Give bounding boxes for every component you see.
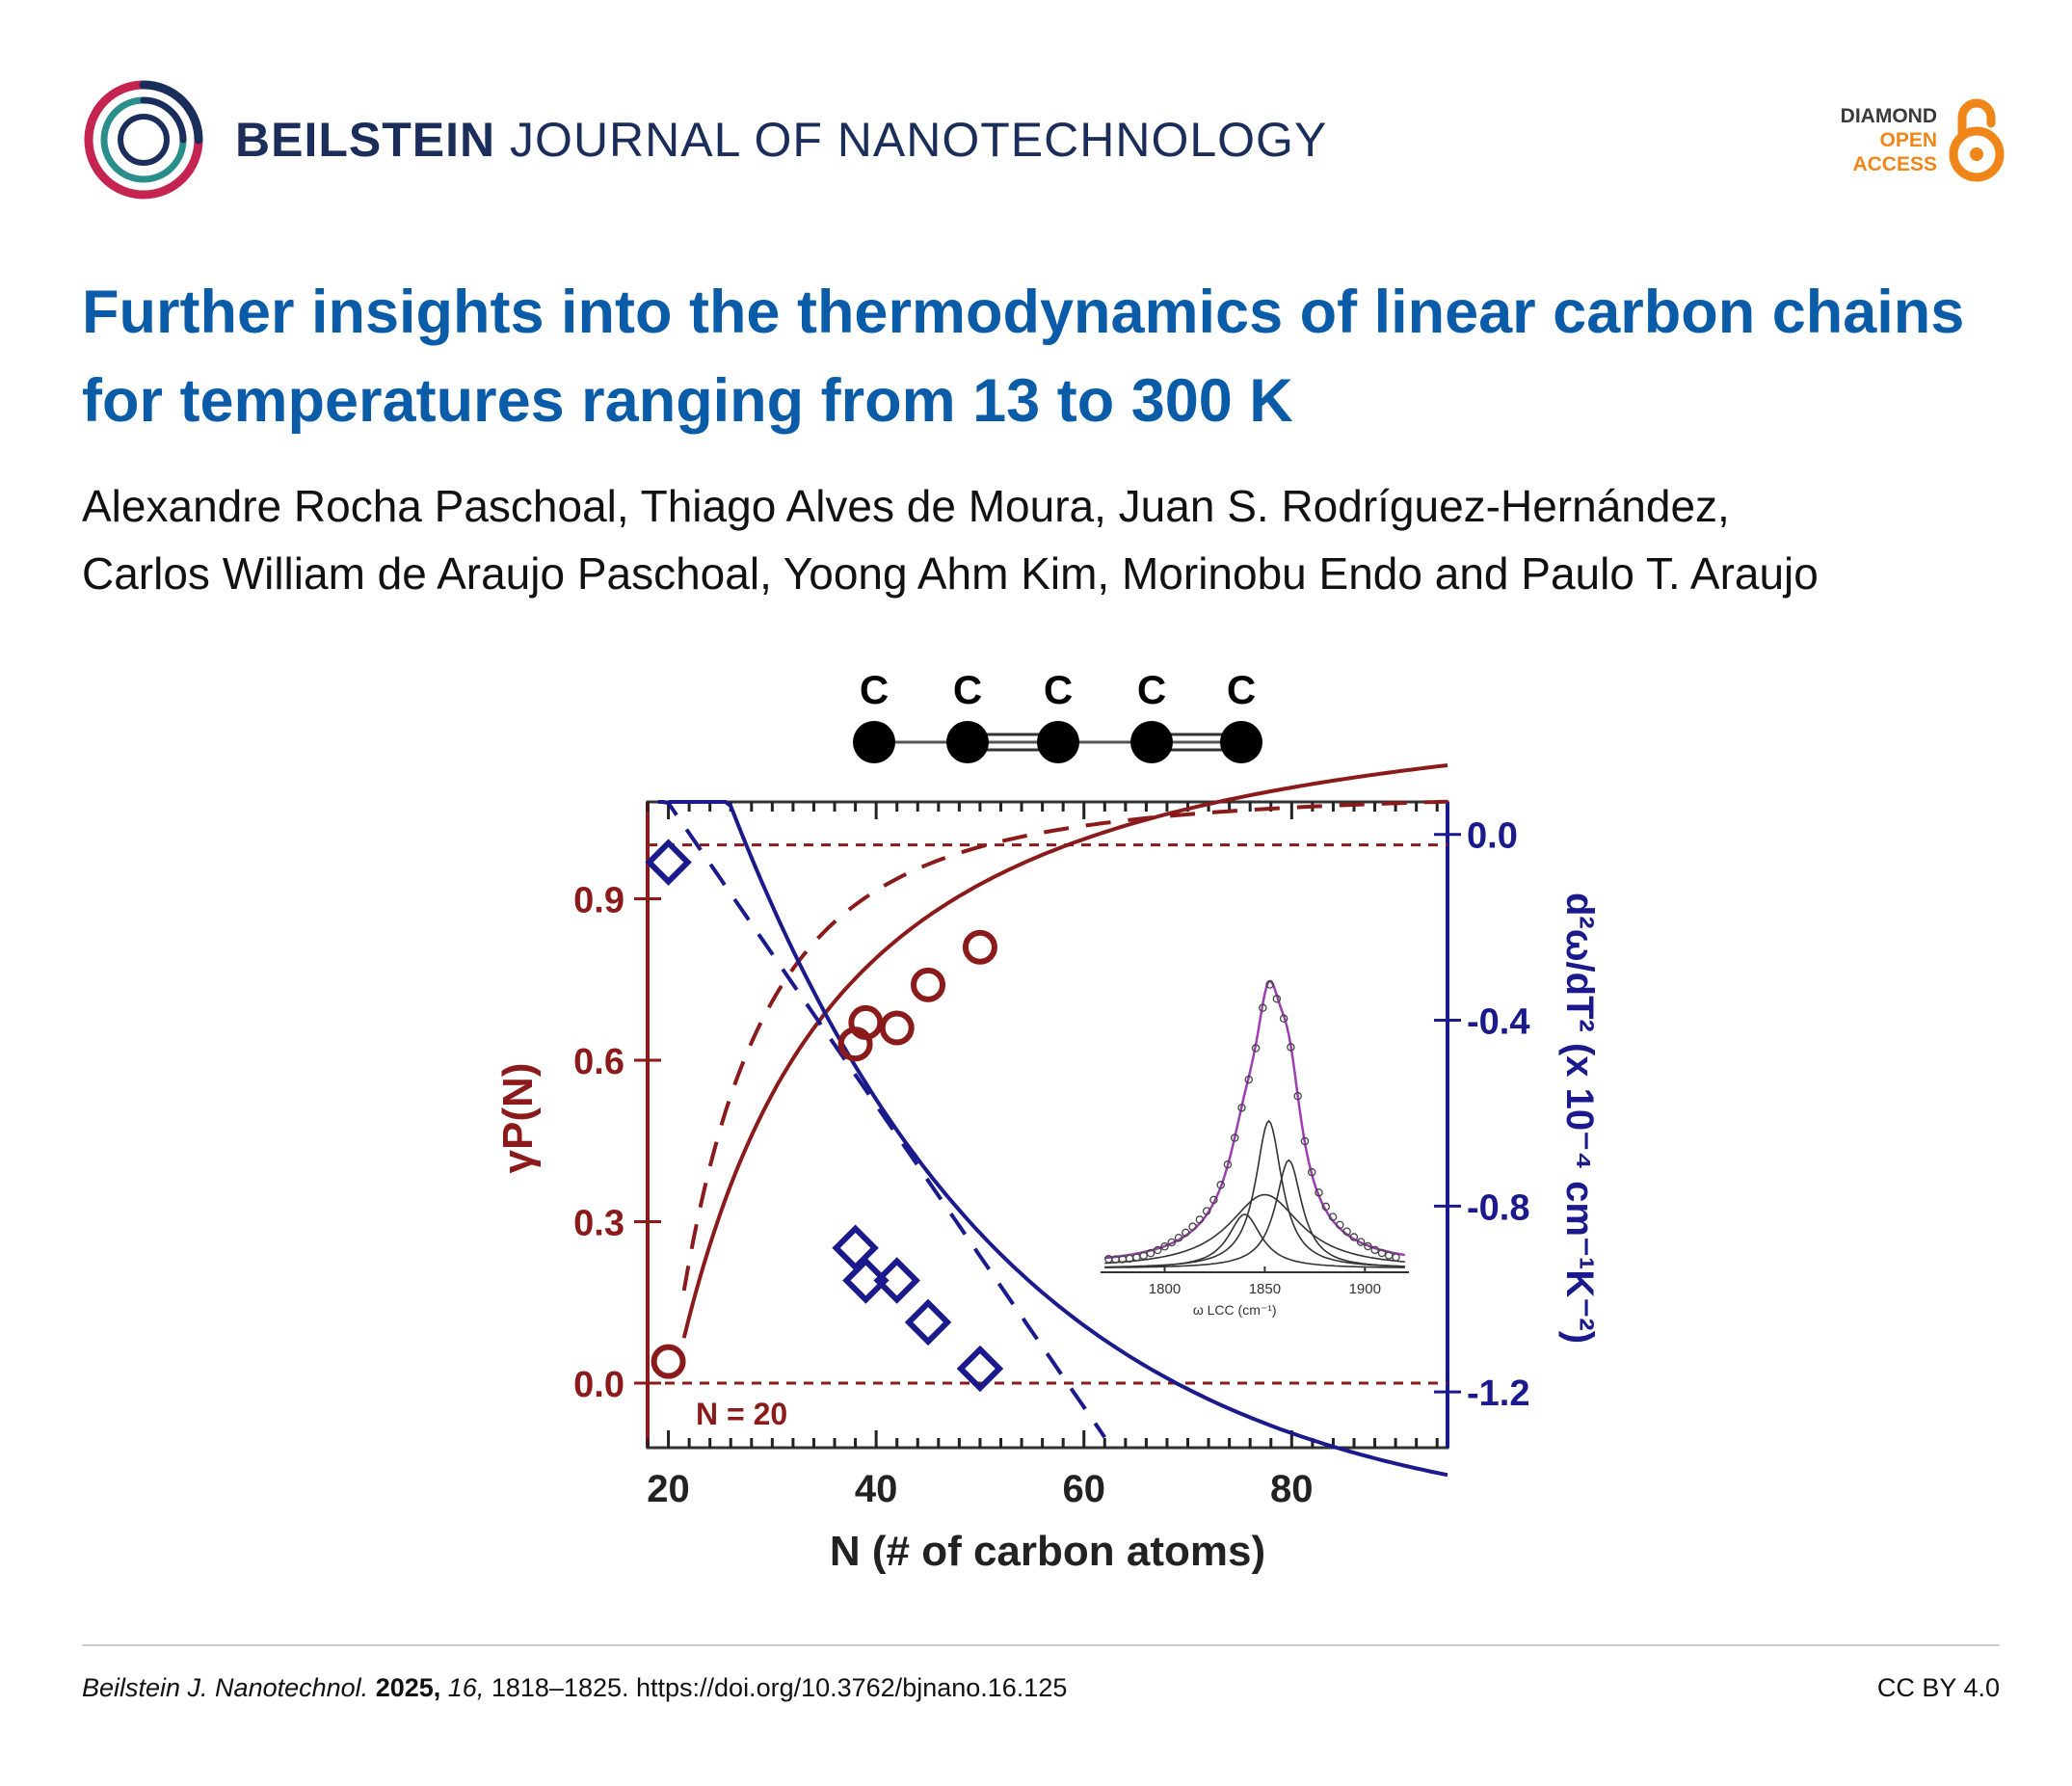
inset-data-point	[1237, 1104, 1246, 1112]
carbon-atom-label: C	[1137, 667, 1166, 712]
inset-data-point	[1146, 1248, 1156, 1258]
inset-data-point	[1377, 1248, 1387, 1258]
fit-curve-gamma-solid	[681, 763, 1448, 1339]
carbon-atom-label: C	[1227, 667, 1256, 712]
carbon-atom	[946, 721, 989, 763]
y-right-tick-label: -1.2	[1467, 1373, 1529, 1414]
inset-data-point	[1287, 1043, 1295, 1052]
inset-data-point	[1132, 1253, 1141, 1262]
inset-data-point	[1160, 1242, 1169, 1251]
inset-component-peak	[1104, 1159, 1405, 1268]
data-point-gamma	[911, 967, 946, 1002]
data-point-d2w	[832, 1224, 879, 1271]
y-left-tick-label: 0.3	[573, 1204, 624, 1244]
inset-data-point	[1188, 1222, 1197, 1231]
license-label: CC BY 4.0	[1876, 1673, 2000, 1702]
data-point-gamma	[962, 929, 997, 965]
inset-data-point	[1307, 1167, 1316, 1177]
data-point-d2w	[956, 1345, 1004, 1393]
data-point-gamma	[848, 1004, 884, 1040]
inset-x-axis-label: ω LCC (cm⁻¹)	[1193, 1302, 1277, 1318]
inset-data-point	[1182, 1228, 1190, 1238]
data-point-d2w	[904, 1298, 952, 1346]
inset-data-point	[1328, 1213, 1338, 1221]
graphical-abstract-chart: C C C C C 20 40 60 80 0.0 0.3 0.6 0.9 0.0 -0.4 -0.8 -1.…	[494, 667, 1601, 1575]
y-left-axis-title: γP(N)	[494, 1063, 542, 1174]
y-right-tick-label: -0.4	[1467, 1002, 1529, 1043]
inset-data-point	[1349, 1233, 1359, 1241]
inset-data-point	[1251, 1044, 1261, 1053]
inset-data-point	[1300, 1136, 1310, 1146]
inset-data-point	[1342, 1227, 1351, 1236]
inset-data-point	[1336, 1220, 1344, 1230]
inset-data-point	[1209, 1195, 1218, 1205]
inset-data-point	[1244, 1075, 1254, 1084]
data-point-d2w	[842, 1257, 890, 1304]
data-point-gamma	[879, 1010, 915, 1046]
inset-data-point	[1139, 1251, 1148, 1260]
inset-data-point	[1153, 1245, 1162, 1255]
x-tick-label: 40	[855, 1468, 898, 1510]
beilstein-logo-icon	[84, 80, 203, 200]
inset-component-peak	[1104, 1119, 1405, 1268]
data-point-d2w	[645, 839, 692, 886]
inset-data-point	[1279, 1014, 1288, 1024]
inset-x-tick-label: 1900	[1349, 1281, 1381, 1297]
data-point-gamma	[651, 1344, 686, 1379]
inset-data-point	[1265, 980, 1274, 989]
fit-curve-d2w-dashed	[657, 800, 1106, 1439]
inset-data-point	[1230, 1133, 1239, 1142]
inset-data-point	[1195, 1215, 1205, 1224]
inset-data-point	[1174, 1233, 1183, 1242]
inset-data-point	[1364, 1241, 1372, 1251]
inset-x-tick-label: 1850	[1249, 1281, 1281, 1297]
data-point-d2w	[873, 1257, 920, 1304]
doi-link[interactable]: 1818–1825. https://doi.org/10.3762/bjnan…	[491, 1673, 1068, 1702]
article-title: Further insights into the thermodynamics…	[82, 279, 1965, 435]
inset-data-point	[1370, 1245, 1379, 1255]
inset-data-point	[1216, 1181, 1225, 1189]
carbon-atom	[1037, 721, 1079, 763]
x-tick-label: 80	[1270, 1468, 1314, 1510]
carbon-atom-label: C	[1044, 667, 1073, 712]
footer-divider	[82, 1644, 2000, 1646]
carbon-atom	[853, 721, 895, 763]
citation: Beilstein J. Nanotechnol. 2025, 16, 1818…	[82, 1673, 1068, 1702]
carbon-atom-label: C	[860, 667, 889, 712]
y-left-tick-label: 0.9	[573, 881, 624, 921]
y-left-tick-label: 0.6	[573, 1042, 624, 1082]
fit-curve-gamma-dashed	[681, 799, 1448, 1292]
carbon-atom	[1130, 721, 1173, 763]
x-tick-label: 60	[1062, 1468, 1105, 1510]
carbon-atom	[1220, 721, 1262, 763]
inset-data-point	[1202, 1207, 1211, 1215]
inset-data-point	[1392, 1253, 1400, 1262]
inset-x-tick-label: 1800	[1149, 1281, 1181, 1297]
inset-data-point	[1272, 995, 1282, 1003]
inset-fit-envelope	[1104, 979, 1406, 1260]
y-right-tick-label: -0.8	[1467, 1187, 1529, 1228]
inset-data-point	[1315, 1188, 1323, 1197]
open-access-lock-icon	[1949, 98, 2005, 182]
y-right-tick-label: 0.0	[1467, 816, 1518, 857]
fit-curve-d2w-solid	[668, 800, 1448, 1478]
y-left-tick-label: 0.0	[573, 1365, 624, 1405]
annotation-n20: N = 20	[696, 1397, 787, 1431]
inset-data-point	[1356, 1238, 1366, 1246]
y-right-axis-title: d²ω/dT² (x 10⁻⁴ cm⁻¹K⁻²)	[1558, 893, 1601, 1344]
inset-data-point	[1259, 1003, 1267, 1012]
journal-name: BEILSTEIN JOURNAL OF NANOTECHNOLOGY	[235, 113, 1328, 167]
inset-data-point	[1223, 1160, 1233, 1169]
author-list: Alexandre Rocha Paschoal, Thiago Alves d…	[82, 481, 1819, 599]
raman-inset: 1800 1850 1900 ω LCC (cm⁻¹)	[1101, 979, 1409, 1318]
inset-component-peak	[1104, 1193, 1405, 1265]
inset-data-point	[1293, 1092, 1302, 1101]
diamond-open-access-badge: DIAMOND OPEN ACCESS	[1840, 105, 1937, 175]
inset-data-point	[1321, 1202, 1331, 1212]
inset-data-point	[1167, 1238, 1177, 1247]
x-axis-title: N (# of carbon atoms)	[830, 1528, 1265, 1575]
carbon-atom-label: C	[953, 667, 982, 712]
x-tick-label: 20	[647, 1468, 690, 1510]
